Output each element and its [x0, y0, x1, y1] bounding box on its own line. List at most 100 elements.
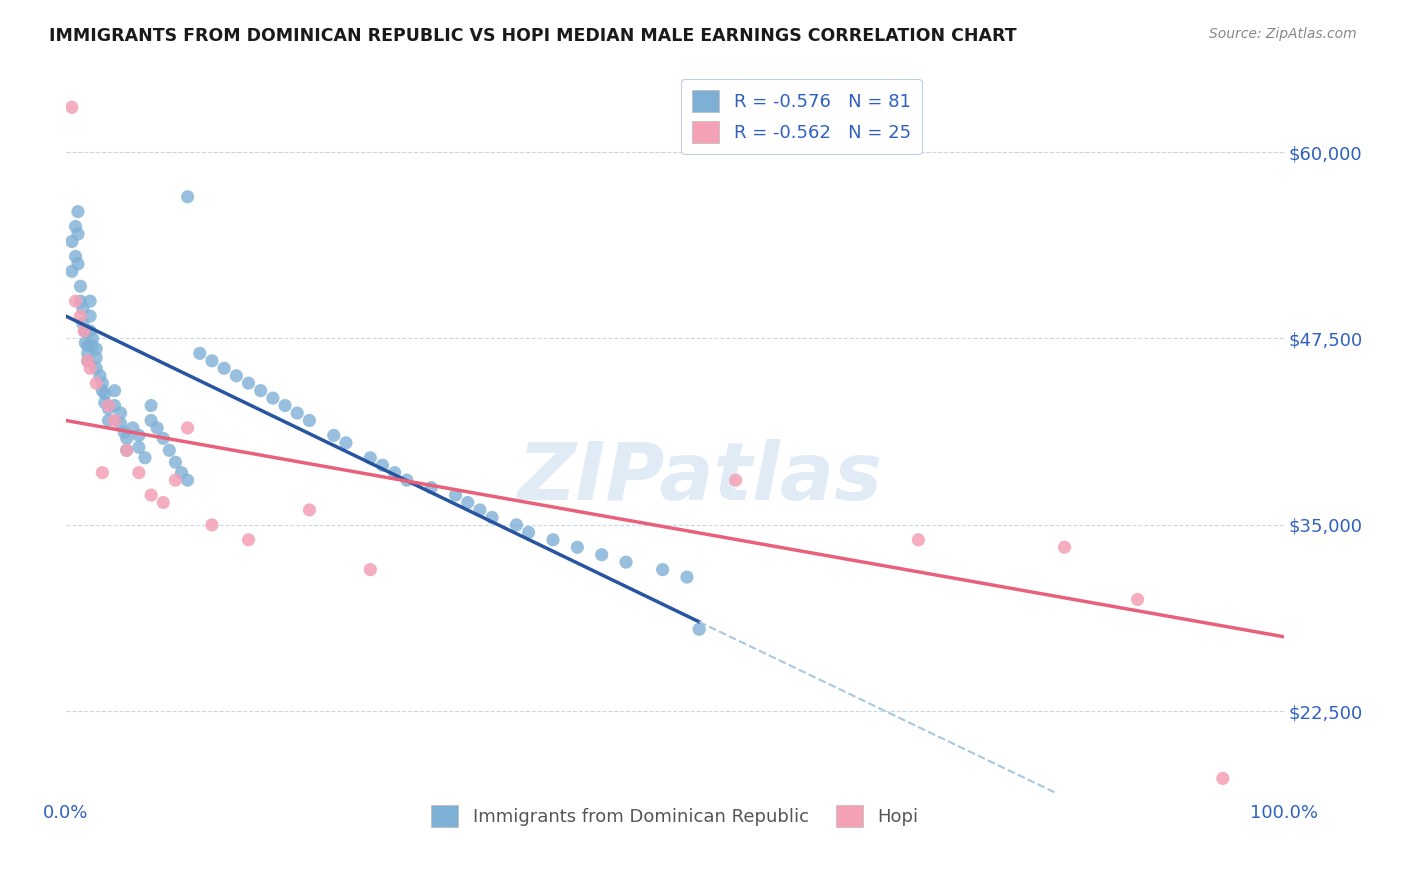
Point	[94, 386, 117, 401]
Point	[69, 279, 91, 293]
Point	[97, 399, 120, 413]
Point	[65, 294, 87, 309]
Point	[152, 495, 174, 509]
Point	[395, 473, 418, 487]
Point	[614, 555, 637, 569]
Point	[82, 331, 104, 345]
Point	[115, 443, 138, 458]
Point	[1212, 772, 1234, 786]
Point	[110, 406, 132, 420]
Point	[128, 428, 150, 442]
Point	[322, 428, 344, 442]
Point	[65, 249, 87, 263]
Point	[76, 339, 98, 353]
Point	[84, 376, 107, 391]
Point	[201, 517, 224, 532]
Point	[676, 570, 699, 584]
Point	[468, 503, 491, 517]
Point	[76, 346, 98, 360]
Point	[72, 317, 94, 331]
Point	[115, 443, 138, 458]
Point	[60, 235, 83, 249]
Point	[249, 384, 271, 398]
Point	[457, 495, 479, 509]
Point	[146, 421, 169, 435]
Point	[517, 525, 540, 540]
Point	[420, 481, 443, 495]
Point	[170, 466, 193, 480]
Point	[103, 399, 125, 413]
Point	[384, 466, 406, 480]
Point	[134, 450, 156, 465]
Point	[262, 391, 284, 405]
Point	[103, 384, 125, 398]
Point	[157, 443, 180, 458]
Point	[89, 368, 111, 383]
Point	[94, 395, 117, 409]
Point	[97, 401, 120, 416]
Point	[128, 440, 150, 454]
Text: IMMIGRANTS FROM DOMINICAN REPUBLIC VS HOPI MEDIAN MALE EARNINGS CORRELATION CHAR: IMMIGRANTS FROM DOMINICAN REPUBLIC VS HO…	[49, 27, 1017, 45]
Point	[444, 488, 467, 502]
Point	[152, 431, 174, 445]
Point	[238, 376, 260, 391]
Point	[103, 413, 125, 427]
Point	[188, 346, 211, 360]
Point	[112, 425, 135, 440]
Point	[76, 354, 98, 368]
Point	[567, 541, 589, 555]
Point	[285, 406, 308, 420]
Point	[128, 466, 150, 480]
Point	[1053, 541, 1076, 555]
Point	[298, 503, 321, 517]
Point	[651, 563, 673, 577]
Point	[724, 473, 747, 487]
Point	[79, 309, 101, 323]
Point	[591, 548, 613, 562]
Point	[238, 533, 260, 547]
Point	[73, 324, 96, 338]
Point	[688, 622, 710, 636]
Point	[139, 488, 162, 502]
Point	[69, 294, 91, 309]
Point	[115, 431, 138, 445]
Point	[66, 204, 89, 219]
Point	[82, 339, 104, 353]
Point	[121, 421, 143, 435]
Point	[60, 100, 83, 114]
Point	[69, 309, 91, 323]
Point	[79, 361, 101, 376]
Point	[79, 294, 101, 309]
Point	[139, 413, 162, 427]
Point	[60, 264, 83, 278]
Point	[72, 301, 94, 316]
Point	[371, 458, 394, 473]
Point	[359, 450, 381, 465]
Point	[66, 257, 89, 271]
Point	[79, 324, 101, 338]
Point	[176, 190, 198, 204]
Point	[139, 399, 162, 413]
Point	[66, 227, 89, 241]
Point	[176, 421, 198, 435]
Point	[541, 533, 564, 547]
Point	[1126, 592, 1149, 607]
Point	[907, 533, 929, 547]
Point	[84, 351, 107, 365]
Legend: Immigrants from Dominican Republic, Hopi: Immigrants from Dominican Republic, Hopi	[425, 798, 925, 834]
Point	[84, 361, 107, 376]
Point	[165, 473, 187, 487]
Text: Source: ZipAtlas.com: Source: ZipAtlas.com	[1209, 27, 1357, 41]
Point	[335, 435, 357, 450]
Point	[75, 335, 97, 350]
Point	[91, 466, 114, 480]
Point	[201, 354, 224, 368]
Point	[84, 342, 107, 356]
Point	[91, 384, 114, 398]
Point	[176, 473, 198, 487]
Point	[97, 413, 120, 427]
Point	[505, 517, 527, 532]
Point	[481, 510, 503, 524]
Point	[274, 399, 297, 413]
Point	[359, 563, 381, 577]
